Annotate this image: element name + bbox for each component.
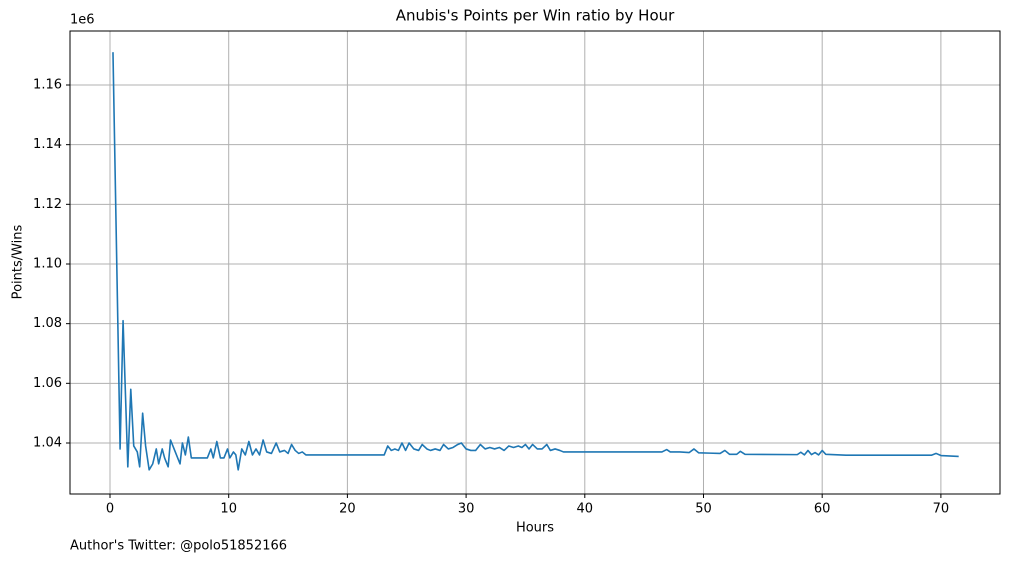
y-tick-label: 1.16 (33, 77, 62, 92)
footnote: Author's Twitter: @polo51852166 (70, 539, 287, 554)
data-line (112, 52, 959, 471)
x-tick-label: 0 (106, 502, 114, 517)
y-tick-label: 1.08 (33, 316, 62, 331)
y-tick-label: 1.10 (33, 256, 62, 271)
x-tick-label: 70 (933, 502, 950, 517)
x-axis-label: Hours (516, 521, 554, 536)
y-tick-label: 1.14 (33, 137, 62, 152)
y-axis-label: Points/Wins (11, 224, 26, 299)
x-tick-label: 20 (339, 502, 356, 517)
y-offset-label: 1e6 (70, 13, 95, 28)
x-tick-label: 40 (577, 502, 594, 517)
y-tick-label: 1.06 (33, 376, 62, 391)
x-tick-label: 30 (458, 502, 475, 517)
x-tick-label: 10 (220, 502, 237, 517)
y-tick-label: 1.04 (33, 435, 62, 450)
chart-title: Anubis's Points per Win ratio by Hour (396, 7, 675, 25)
x-tick-label: 60 (814, 502, 831, 517)
plot-frame (69, 30, 1001, 495)
x-tick-label: 50 (695, 502, 712, 517)
y-tick-label: 1.12 (33, 197, 62, 212)
